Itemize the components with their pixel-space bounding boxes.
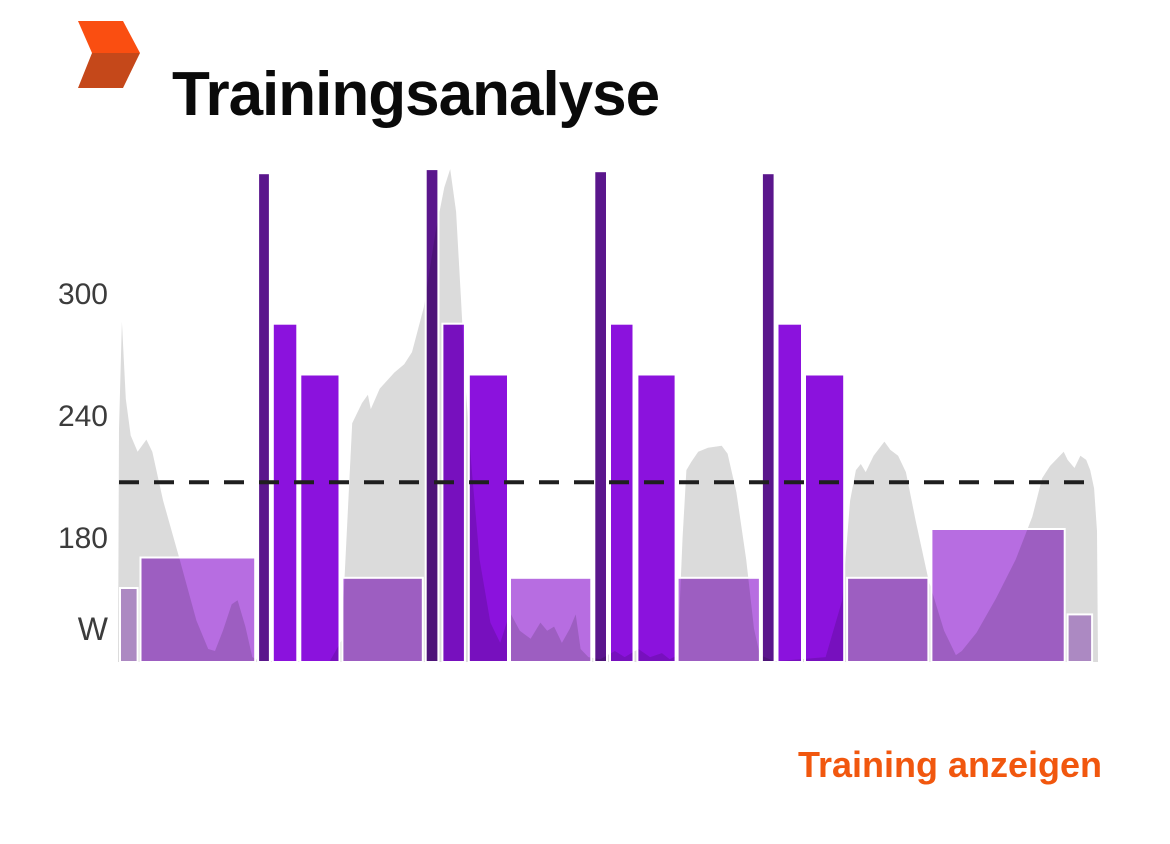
interval-bar-gap (424, 168, 440, 663)
interval-bar-gap (467, 373, 509, 663)
interval-bar-mid (510, 577, 592, 662)
interval-bar-gap (760, 172, 776, 663)
y-axis-tick-label: 240 (58, 400, 108, 433)
interval-bar-high (442, 323, 465, 662)
chevron-logo-icon (78, 21, 140, 88)
interval-bar-gap (609, 322, 635, 663)
y-axis-unit-label: W (78, 611, 109, 647)
interval-bar-max (258, 173, 270, 662)
interval-bar-low (120, 588, 138, 662)
page-title: Trainingsanalyse (172, 59, 660, 129)
interval-bar-max (425, 169, 439, 662)
interval-bar-gap (593, 170, 608, 663)
chevron-logo-top-half (78, 21, 140, 53)
interval-bar-mid (342, 577, 423, 662)
interval-bar-gap (776, 322, 803, 663)
interval-bar-mid (931, 529, 1065, 662)
interval-bar-gap (930, 528, 1066, 663)
interval-bar-mid (140, 557, 256, 662)
chevron-logo-bottom-half (78, 53, 140, 88)
interval-bar-gap (804, 373, 846, 663)
interval-bar-high (637, 374, 676, 662)
interval-bar-gap (676, 576, 761, 663)
interval-bar-gap (341, 576, 424, 663)
interval-bar-max (761, 173, 775, 662)
interval-bar-gap (509, 576, 593, 663)
interval-bar-gap (441, 322, 466, 663)
interval-bar-high (272, 323, 298, 662)
interval-bar-gap (299, 373, 341, 663)
interval-bar-max (594, 171, 607, 662)
interval-bar-gap (257, 172, 271, 663)
interval-bar-mid (847, 577, 929, 662)
y-axis-tick-label: 300 (58, 278, 108, 311)
interval-bar-high (777, 323, 802, 662)
training-anzeigen-link[interactable]: Training anzeigen (797, 744, 1102, 785)
interval-bar-mid (677, 577, 760, 662)
interval-bar-high (610, 323, 634, 662)
interval-bar-gap (139, 556, 257, 663)
interval-bar-gap (636, 373, 677, 663)
interval-bar-high (468, 374, 508, 662)
y-axis-tick-label: 180 (58, 522, 108, 555)
interval-bar-gap (271, 322, 299, 663)
interval-bar-low (1067, 614, 1093, 662)
interval-bar-gap (1066, 613, 1094, 664)
interval-bar-high (300, 374, 340, 662)
power-trace-area (118, 169, 1098, 662)
interval-bar-gap (119, 587, 139, 663)
interval-bar-high (805, 374, 845, 662)
interval-bar-gap (846, 576, 930, 663)
